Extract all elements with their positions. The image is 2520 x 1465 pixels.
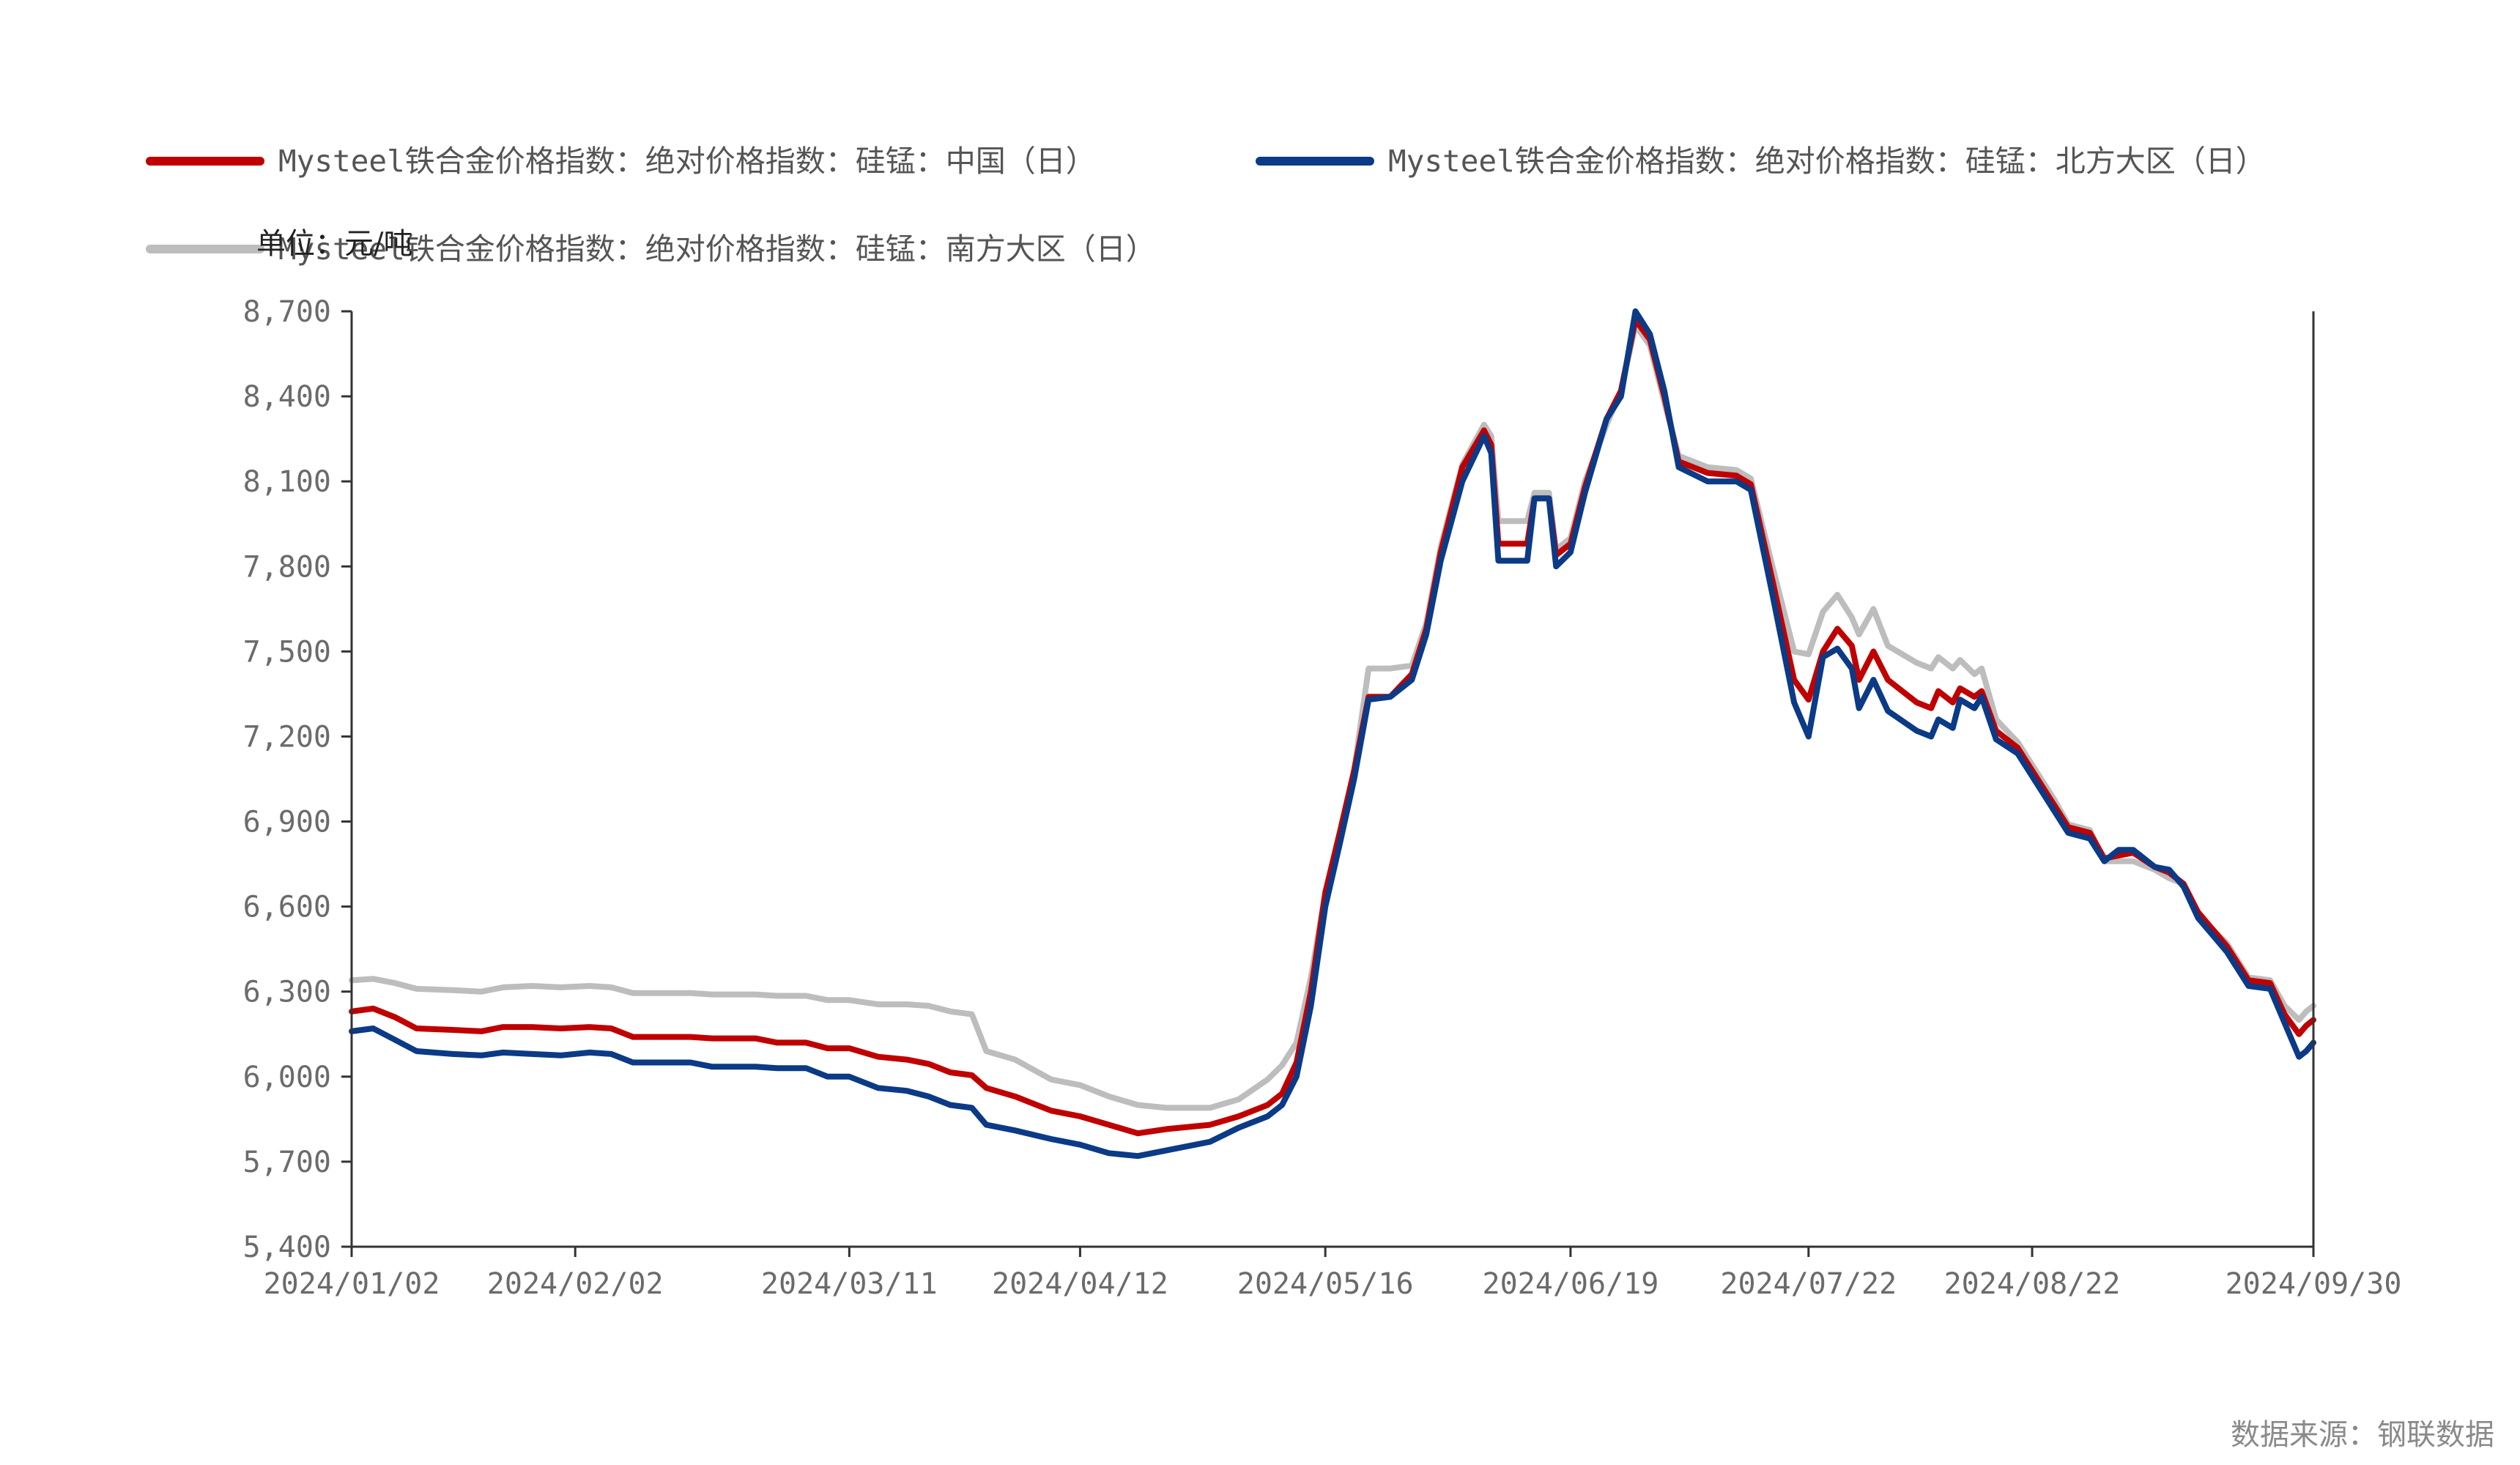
x-tick-label: 2024/08/22: [1944, 1267, 2121, 1301]
y-tick-label: 8,100: [243, 465, 331, 499]
legend-label-north: Mysteel铁合金价格指数：绝对价格指数：硅锰：北方大区（日）: [1388, 144, 2266, 179]
x-tick-label: 2024/05/16: [1237, 1267, 1414, 1301]
y-tick-label: 5,700: [243, 1146, 331, 1179]
y-tick-label: 6,900: [243, 806, 331, 839]
y-tick-label: 7,500: [243, 635, 331, 669]
series-line-north: [349, 308, 2316, 1160]
legend-label-south: Mysteel铁合金价格指数：绝对价格指数：硅锰：南方大区（日）: [278, 231, 1156, 267]
legend-item-north[interactable]: Mysteel铁合金价格指数：绝对价格指数：硅锰：北方大区（日）: [1256, 144, 2266, 179]
x-tick-label: 2024/07/22: [1720, 1267, 1897, 1301]
y-tick-label: 7,800: [243, 550, 331, 584]
y-tick-label: 6,000: [243, 1061, 331, 1094]
y-tick-label: 6,600: [243, 891, 331, 924]
legend-item-south[interactable]: Mysteel铁合金价格指数：绝对价格指数：硅锰：南方大区（日）: [146, 231, 1156, 267]
y-tick-label: 8,700: [243, 295, 331, 329]
x-tick-label: 2024/04/12: [992, 1267, 1168, 1301]
y-tick-label: 6,300: [243, 976, 331, 1009]
x-tick-label: 2024/06/19: [1482, 1267, 1659, 1301]
y-ticks: 8,700 8,400 8,100 7,800 7,500 7,200 6,900 6,600…: [243, 295, 352, 1264]
x-ticks: 2024/01/02 2024/02/02 2024/03/11 2024/04/12…: [264, 1247, 2402, 1301]
y-tick-label: 5,400: [243, 1231, 331, 1264]
y-tick-label: 7,200: [243, 720, 331, 754]
legend-item-china[interactable]: Mysteel铁合金价格指数：绝对价格指数：硅锰：中国（日）: [146, 144, 1096, 179]
x-tick-label: 2024/02/02: [487, 1267, 664, 1301]
x-tick-label: 2024/09/30: [2226, 1267, 2402, 1301]
legend: Mysteel铁合金价格指数：绝对价格指数：硅锰：中国（日） Mysteel铁合…: [146, 144, 2266, 267]
x-tick-label: 2024/03/11: [761, 1267, 938, 1301]
series-line-south: [349, 322, 2316, 1111]
series-line-china: [349, 316, 2316, 1137]
x-tick-label: 2024/01/02: [264, 1267, 440, 1301]
axes: 8,700 8,400 8,100 7,800 7,500 7,200 6,900 6,600…: [243, 295, 2402, 1301]
source-note: 数据来源：钢联数据: [2231, 1418, 2494, 1452]
y-tick-label: 8,400: [243, 380, 331, 414]
unit-label: 单位：元/吨: [256, 227, 412, 261]
series-layer: [349, 308, 2316, 1160]
legend-label-china: Mysteel铁合金价格指数：绝对价格指数：硅锰：中国（日）: [278, 144, 1096, 179]
